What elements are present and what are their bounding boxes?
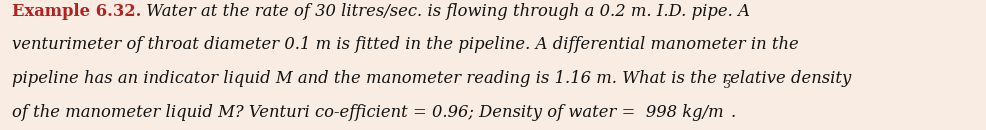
Text: 3: 3	[724, 80, 731, 90]
Text: pipeline has an indicator liquid M and the manometer reading is 1.16 m. What is : pipeline has an indicator liquid M and t…	[12, 70, 851, 87]
Text: .: .	[731, 104, 736, 121]
Text: of the manometer liquid M? Venturi co-efficient = 0.96; Density of water =  998 : of the manometer liquid M? Venturi co-ef…	[12, 104, 724, 121]
Text: venturimeter of throat diameter 0.1 m is fitted in the pipeline. A differential : venturimeter of throat diameter 0.1 m is…	[12, 36, 799, 53]
Text: Example 6.32.: Example 6.32.	[12, 3, 141, 20]
Text: Water at the rate of 30 litres/sec. is flowing through a 0.2 m. I.D. pipe. A: Water at the rate of 30 litres/sec. is f…	[141, 3, 750, 20]
